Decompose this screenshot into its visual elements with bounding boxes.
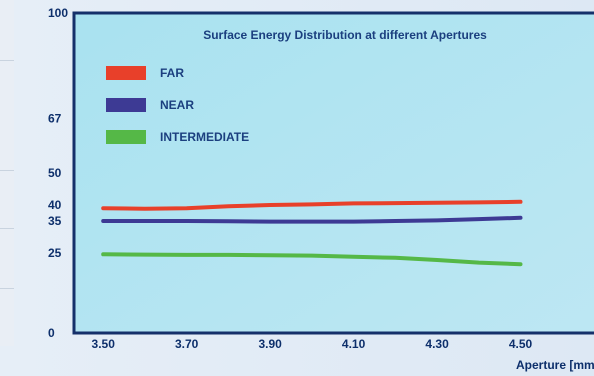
y-tick-label: 0 [48, 326, 55, 340]
left-strip [0, 0, 14, 346]
x-tick-label: 4.50 [509, 337, 533, 351]
y-tick-label: 67 [48, 112, 62, 126]
x-axis-label: Aperture [mm] [516, 358, 594, 372]
x-tick-label: 4.10 [342, 337, 366, 351]
y-tick-label: 35 [48, 214, 62, 228]
chart-title: Surface Energy Distribution at different… [203, 28, 487, 42]
legend-swatch-far [106, 66, 146, 80]
series-line-intermediate [101, 252, 523, 267]
x-tick-label: 3.90 [258, 337, 282, 351]
strip-divider [0, 288, 14, 289]
legend-label-intermediate: INTERMEDIATE [160, 130, 249, 144]
y-tick-label: 50 [48, 166, 62, 180]
series-line-near [101, 215, 523, 224]
legend-label-far: FAR [160, 66, 184, 80]
legend-swatch-intermediate [106, 130, 146, 144]
x-tick-label: 3.50 [92, 337, 116, 351]
x-tick-label: 3.70 [175, 337, 199, 351]
series-line-far [101, 199, 523, 211]
y-tick-label: 100 [48, 6, 68, 20]
y-tick-label: 40 [48, 198, 62, 212]
strip-divider [0, 170, 14, 171]
y-tick-label: 25 [48, 246, 62, 260]
strip-divider [0, 228, 14, 229]
legend-label-near: NEAR [160, 98, 194, 112]
x-tick-label: 4.30 [425, 337, 449, 351]
plot-area [72, 11, 594, 335]
legend-swatch-near [106, 98, 146, 112]
strip-divider [0, 60, 14, 61]
